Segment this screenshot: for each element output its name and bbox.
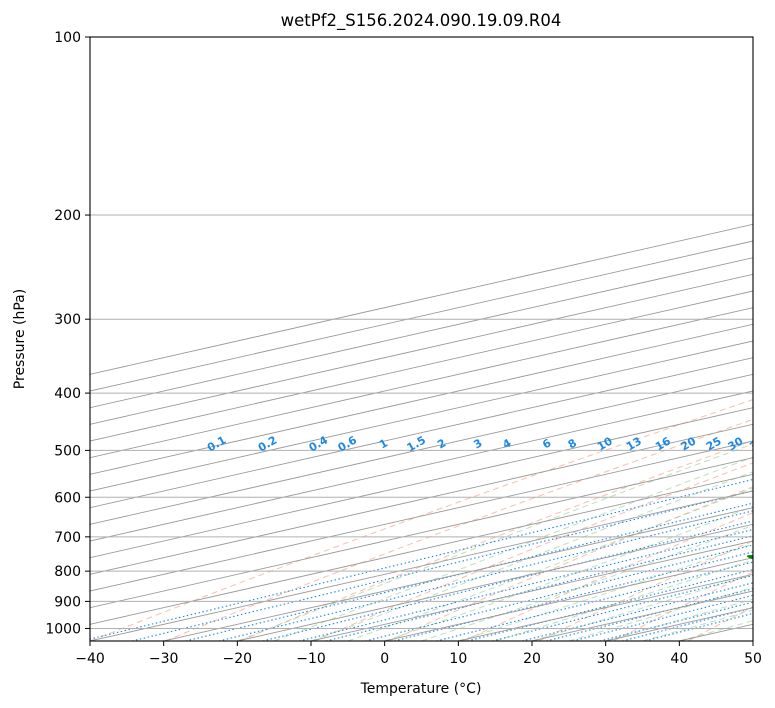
isotherm-line [90,357,753,509]
moist-adiabat-line [458,543,753,641]
dry-adiabats [90,37,775,641]
mixing-ratio-label: 3 [471,436,484,451]
moist-adiabat-line [347,487,753,641]
y-tick-label: 700 [54,530,81,546]
isotherm-line [90,390,753,542]
x-tick-label: −10 [296,651,326,667]
x-tick-label: −20 [223,651,253,667]
y-tick-label: 800 [54,564,81,580]
mixing-ratio-line [436,561,753,641]
isotherm-line [90,223,753,375]
dry-adiabat-line [389,486,753,641]
isotherm-line [90,407,753,559]
mixing-ratio-label: 0.6 [336,433,360,454]
mixing-ratio-line [365,544,753,641]
x-tick-label: 10 [449,651,467,667]
inline-labels: -100-90-80-70-60-50-40-30-20-10102030400… [205,433,767,454]
dry-adiabat-line [90,399,753,641]
isotherm-line [90,290,753,442]
plot-area: -100-90-80-70-60-50-40-30-20-10102030400… [90,37,775,641]
isotherm-line [531,590,753,641]
mixing-ratio-label: 1 [377,436,390,451]
mixing-ratio-label: 0.1 [205,433,228,454]
y-tick-label: 200 [54,208,81,224]
isotherm-line [90,307,753,459]
mixing-ratio-line [90,478,753,640]
dry-adiabat-line [165,418,753,641]
dewpoint-trace [747,555,753,560]
dry-adiabat-line [763,37,775,641]
y-axis-label: Pressure (hPa) [12,289,28,389]
mixing-ratio-label: 6 [540,436,553,451]
mixing-ratio-line [492,574,753,641]
dry-adiabat-line [463,512,753,641]
y-tick-label: 500 [54,443,81,459]
y-tick-label: 600 [54,490,81,506]
isotherm-line [90,490,753,641]
dry-adiabat-line [314,462,753,641]
isotherm-line [90,240,753,392]
x-tick-label: 0 [380,651,389,667]
moist-adiabat-line [384,505,753,641]
x-tick-label: 20 [523,651,541,667]
chart-title: wetPf2_S156.2024.090.19.09.R04 [281,11,562,31]
isotherm-gridlines [90,223,753,641]
x-axis-label: Temperature (°C) [360,681,482,697]
mixing-ratio-label: 0.4 [307,433,331,454]
isotherm-line [605,607,753,641]
isotherm-line [90,273,753,425]
mixing-ratio-line [645,612,753,641]
mixing-ratio-label: 1.5 [405,433,428,454]
moist-adiabat-line [273,456,753,641]
x-tick-label: 40 [670,651,688,667]
isotherm-line [90,373,753,525]
plot-frame [89,36,754,642]
moist-adiabat-line [237,443,753,641]
mixing-ratio-line [218,510,753,641]
isotherm-line [90,323,753,475]
y-axis-ticks: 100 200 300 400 500 600 700 800 900 1000 [45,30,90,637]
mixing-ratio-label: 4 [500,436,513,451]
isotherm-line [752,640,753,641]
isotherm-line [384,557,753,641]
mixing-ratio-line [467,568,753,641]
x-tick-label: −30 [149,651,179,667]
dry-adiabat-line [613,571,753,641]
x-tick-label: 50 [744,651,762,667]
isotherm-line [90,473,753,625]
isotherm-line [90,257,753,409]
isobar-gridlines [90,37,753,629]
moist-adiabat-line [421,524,753,641]
isotherm-line [163,507,753,641]
x-tick-label: 30 [597,651,615,667]
isotherm-line [310,540,753,641]
moist-adiabats [237,443,753,641]
moist-adiabat-line [605,598,753,641]
y-tick-label: 300 [54,312,81,328]
mixing-ratio-label: 36 [747,434,767,453]
mixing-ratio-label: 0.2 [256,433,279,454]
x-tick-label: −40 [75,651,105,667]
isotherm-line [90,423,753,575]
isotherm-line [237,523,753,641]
y-tick-label: 100 [54,30,81,46]
isotherm-line [90,457,753,609]
moist-adiabat-line [495,559,753,641]
isotherm-line [90,440,753,592]
moist-adiabat-line [531,573,753,641]
sounding-traces [747,555,753,560]
isotherm-line [90,340,753,492]
mixing-ratio-line [299,528,753,641]
moist-adiabat-line [310,471,753,641]
dry-adiabat-line [538,540,753,641]
isotherm-line [679,623,753,641]
y-tick-label: 1000 [45,621,81,637]
y-tick-label: 400 [54,386,81,402]
x-axis-ticks: −40 −30 −20 −10 0 10 20 30 40 50 [75,641,762,667]
y-tick-label: 900 [54,594,81,610]
